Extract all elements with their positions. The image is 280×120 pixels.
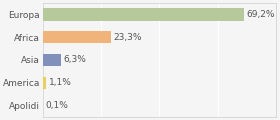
Bar xyxy=(43,8,244,21)
Bar xyxy=(43,54,61,66)
Bar xyxy=(43,31,111,43)
Text: 1,1%: 1,1% xyxy=(48,78,71,87)
Text: 69,2%: 69,2% xyxy=(247,10,275,19)
Text: 6,3%: 6,3% xyxy=(64,55,87,64)
Text: 0,1%: 0,1% xyxy=(46,101,68,110)
Bar xyxy=(43,77,46,89)
Text: 23,3%: 23,3% xyxy=(113,33,142,42)
